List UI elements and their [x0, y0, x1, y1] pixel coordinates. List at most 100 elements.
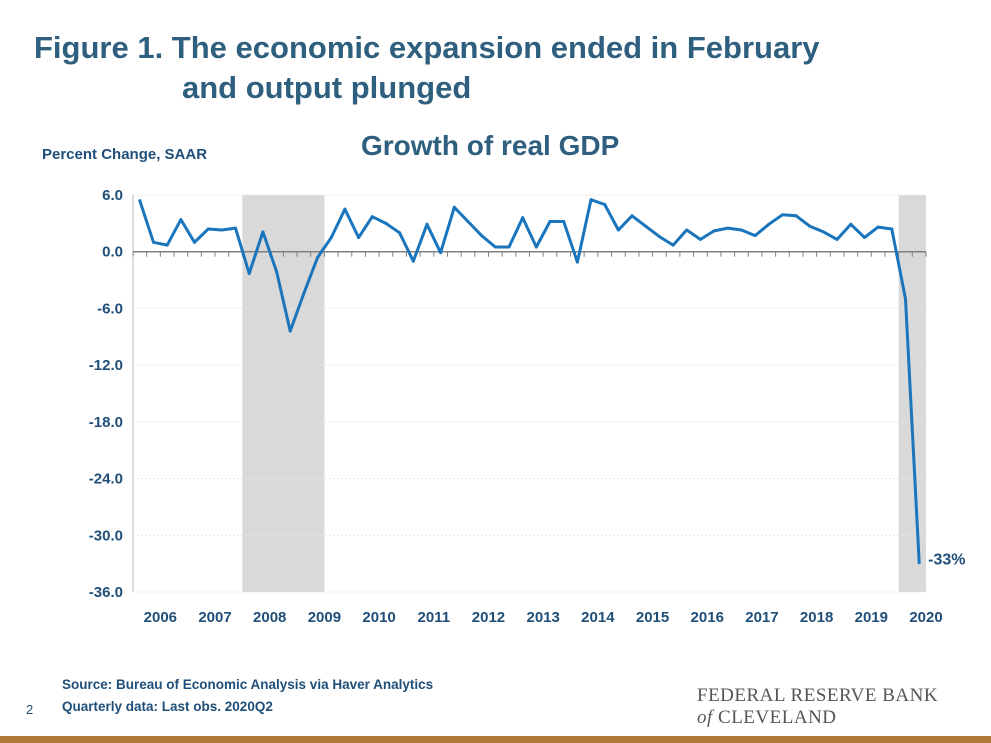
- annotations: -33%: [928, 552, 965, 569]
- chart-title: Growth of real GDP: [361, 130, 620, 161]
- x-tick-label: 2012: [472, 609, 505, 626]
- data-point: [343, 207, 347, 211]
- x-tick-label: 2011: [418, 609, 451, 626]
- y-axis-label: Percent Change, SAAR: [42, 146, 208, 163]
- y-tick-label: 0.0: [102, 244, 123, 261]
- data-point: [862, 236, 866, 240]
- y-tick-label: -6.0: [97, 300, 123, 317]
- data-point: [821, 230, 825, 234]
- data-point: [685, 228, 689, 232]
- data-point: [616, 228, 620, 232]
- logo-line2: CLEVELAND: [718, 707, 837, 728]
- x-tick-label: 2006: [144, 609, 177, 626]
- data-point: [384, 221, 388, 225]
- data-point: [808, 224, 812, 228]
- data-point: [275, 270, 279, 274]
- x-tick-label: 2013: [526, 609, 559, 626]
- data-note: Quarterly data: Last obs. 2020Q2: [62, 699, 273, 714]
- data-point: [425, 222, 429, 226]
- data-point: [206, 227, 210, 231]
- annotation-label: -33%: [928, 552, 965, 569]
- data-point: [767, 222, 771, 226]
- data-point: [261, 230, 265, 234]
- x-tick-label: 2009: [308, 609, 341, 626]
- x-tick-label: 2020: [909, 609, 942, 626]
- data-point: [534, 245, 538, 249]
- data-point: [138, 199, 142, 203]
- tick-labels: 6.0 0.0 -6.0 -12.0 -18.0 -24.0 -30.0 -36.0 2006 2…: [89, 187, 943, 626]
- data-point: [193, 240, 197, 244]
- x-tick-label: 2016: [691, 609, 724, 626]
- data-point: [780, 213, 784, 217]
- y-tick-label: -36.0: [89, 584, 123, 601]
- data-point: [794, 214, 798, 218]
- y-tick-label: -24.0: [89, 471, 123, 488]
- x-tick-label: 2015: [636, 609, 669, 626]
- data-point: [357, 236, 361, 240]
- data-point: [411, 259, 415, 263]
- data-point: [179, 218, 183, 222]
- data-point: [698, 237, 702, 241]
- data-point: [575, 260, 579, 264]
- data-point: [370, 215, 374, 219]
- recession-band: [242, 195, 325, 592]
- page-number: 2: [26, 702, 34, 717]
- x-tick-label: 2017: [745, 609, 778, 626]
- data-point: [903, 297, 907, 301]
- data-point: [657, 235, 661, 239]
- data-point: [712, 229, 716, 233]
- data-point: [152, 240, 156, 244]
- data-point: [480, 234, 484, 238]
- data-point: [562, 219, 566, 223]
- data-point: [890, 227, 894, 231]
- data-point: [835, 237, 839, 241]
- data-point: [521, 216, 525, 220]
- gdp-growth-line: [138, 198, 921, 563]
- figure-title: Figure 1. The economic expansion ended i…: [34, 28, 934, 108]
- data-point: [644, 224, 648, 228]
- source-note: Source: Bureau of Economic Analysis via …: [62, 674, 433, 718]
- data-point: [439, 251, 443, 255]
- x-tick-label: 2008: [253, 609, 286, 626]
- data-point: [302, 291, 306, 295]
- data-point: [876, 225, 880, 229]
- logo-of: of: [697, 707, 713, 728]
- data-point: [329, 236, 333, 240]
- axes: [132, 195, 927, 592]
- x-tick-label: 2019: [855, 609, 888, 626]
- data-point: [603, 202, 607, 206]
- source-text: Source: Bureau of Economic Analysis via …: [62, 677, 434, 692]
- data-point: [507, 245, 511, 249]
- x-tick-label: 2014: [581, 609, 615, 626]
- data-point: [917, 561, 921, 565]
- data-point: [316, 255, 320, 259]
- x-tick-label: 2007: [198, 609, 231, 626]
- gridlines: [133, 194, 926, 593]
- figure-title-line1: Figure 1. The economic expansion ended i…: [34, 30, 820, 65]
- data-point: [452, 205, 456, 209]
- data-point: [589, 198, 593, 202]
- y-tick-label: 6.0: [102, 187, 123, 204]
- data-point: [234, 226, 238, 230]
- data-point: [849, 222, 853, 226]
- data-point: [288, 329, 292, 333]
- y-tick-label: -30.0: [89, 527, 123, 544]
- y-tick-label: -18.0: [89, 414, 123, 431]
- data-point: [753, 234, 757, 238]
- recession-band: [898, 195, 926, 592]
- data-point: [466, 219, 470, 223]
- data-point: [493, 245, 497, 249]
- data-point: [726, 226, 730, 230]
- data-point: [165, 243, 169, 247]
- figure-title-line2: and output plunged: [182, 70, 472, 105]
- x-tick-label: 2018: [800, 609, 833, 626]
- data-point: [739, 228, 743, 232]
- fed-cleveland-logo: FEDERAL RESERVE BANK of CLEVELAND: [697, 685, 938, 729]
- data-point: [247, 271, 251, 275]
- data-point: [398, 231, 402, 235]
- x-tick-label: 2010: [362, 609, 395, 626]
- y-tick-label: -12.0: [89, 357, 123, 374]
- data-point: [220, 228, 224, 232]
- data-point: [630, 214, 634, 218]
